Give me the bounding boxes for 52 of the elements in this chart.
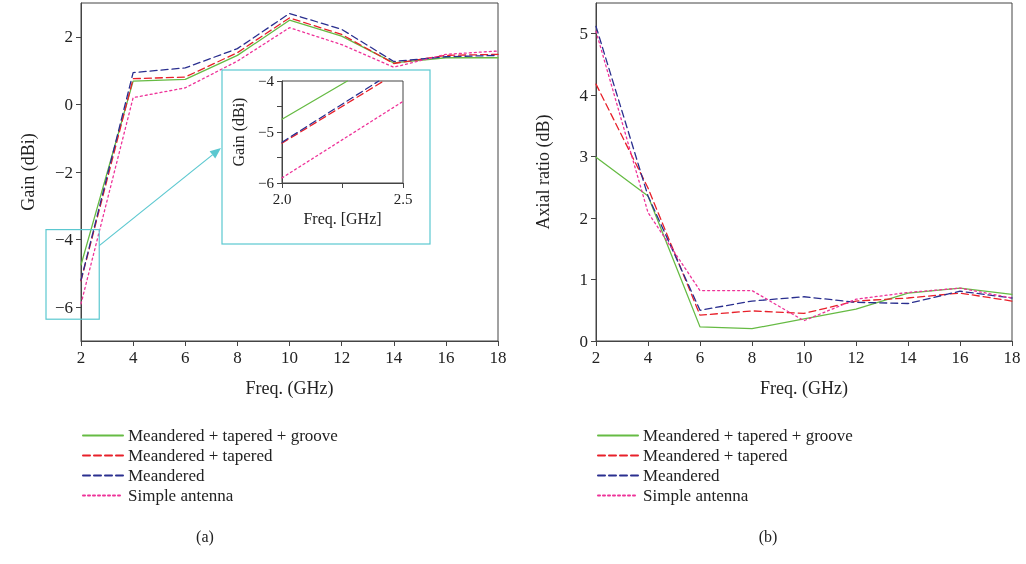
y-tick-label: 0	[64, 94, 73, 114]
x-axis-title: Freq. [GHz]	[303, 210, 382, 229]
x-axis-title: Freq. (GHz)	[245, 378, 334, 399]
y-tick-label: 5	[579, 24, 588, 44]
y-tick-label: −4	[258, 73, 275, 89]
x-tick-label: 16	[951, 348, 969, 367]
legend-label: Meandered	[643, 466, 720, 485]
y-tick-label: 4	[579, 85, 589, 105]
y-tick-label: −2	[54, 162, 73, 182]
y-tick-label: 1	[579, 270, 588, 290]
y-tick-label: −6	[54, 297, 73, 317]
text: (b)	[757, 528, 779, 546]
line-series	[595, 156, 1013, 330]
x-tick-label: 6	[181, 348, 190, 367]
x-tick-label: 6	[695, 348, 705, 367]
x-tick-label: 16	[437, 348, 455, 367]
y-tick-label: −5	[258, 124, 274, 140]
y-axis-title: Axial ratio (dB)	[533, 114, 554, 230]
x-tick-label: 18	[489, 348, 507, 367]
text: (a)	[195, 528, 215, 546]
legend-label: Meandered	[128, 466, 205, 485]
x-tick-label: 8	[233, 348, 242, 367]
x-tick-label: 10	[281, 348, 298, 367]
x-tick-label: 18	[1003, 348, 1021, 367]
x-tick-label: 2	[591, 348, 601, 367]
x-axis-title: Freq. (GHz)	[760, 378, 848, 399]
y-tick-label: 0	[579, 331, 588, 351]
x-tick-label: 2.5	[393, 190, 413, 207]
legend-label: Meandered + tapered	[128, 446, 274, 465]
x-tick-label: 4	[128, 348, 138, 367]
legend-label: Meandered + tapered	[643, 446, 789, 465]
line-series	[595, 83, 1013, 316]
x-tick-label: 8	[747, 348, 757, 367]
x-tick-label: 12	[847, 348, 865, 367]
x-tick-label: 14	[899, 348, 917, 367]
y-axis-title: Gain (dBi)	[229, 97, 248, 167]
x-tick-label: 14	[385, 348, 403, 367]
y-tick-label: 3	[579, 147, 588, 167]
legend-label: Simple antenna	[128, 486, 234, 505]
x-tick-label: 2	[76, 348, 86, 367]
x-tick-label: 10	[795, 348, 813, 367]
x-tick-label: 4	[643, 348, 653, 367]
y-tick-label: −6	[258, 175, 275, 191]
y-tick-label: 2	[579, 208, 588, 228]
legend-label: Meandered + tapered + groove	[643, 426, 853, 445]
y-tick-label: 2	[64, 27, 73, 47]
y-axis-title: Gain (dBi)	[18, 133, 39, 211]
legend-label: Meandered + tapered + groove	[128, 426, 338, 445]
legend-label: Simple antenna	[643, 486, 749, 505]
y-tick-label: −4	[54, 230, 74, 250]
x-tick-label: 2.0	[272, 190, 292, 207]
x-tick-label: 12	[333, 348, 351, 367]
